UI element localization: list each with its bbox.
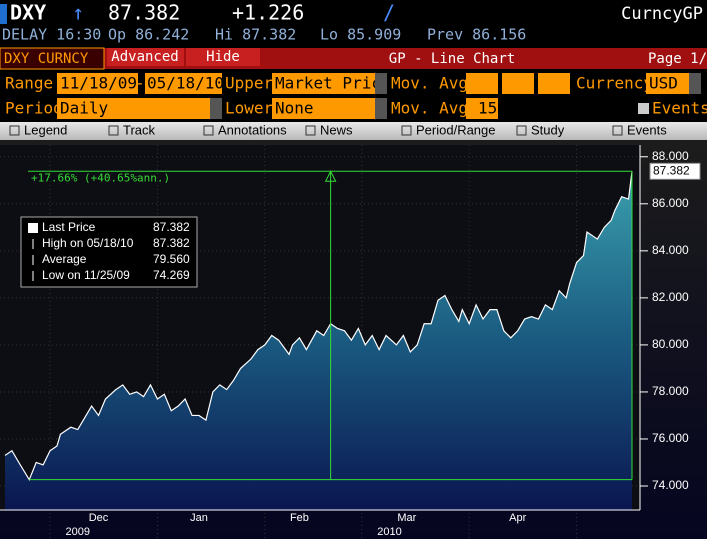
- legend-label: Last Price: [42, 220, 96, 234]
- x-tick-label: Feb: [290, 512, 309, 524]
- range-annotation: +17.66% (+40.65%ann.): [31, 171, 170, 184]
- arrow: ↑: [72, 1, 84, 25]
- y-tick-label: 80.000: [652, 337, 689, 351]
- tab-bar: [0, 48, 707, 69]
- toolbar-icon: [108, 125, 119, 136]
- start: 11/18/09: [60, 74, 137, 93]
- toolbar-button[interactable]: Annotations: [218, 122, 287, 137]
- y-tick-label: 84.000: [652, 243, 689, 257]
- change: +1.226: [232, 1, 304, 25]
- legend-value: 87.382: [153, 236, 190, 250]
- hide: Hide: [206, 49, 240, 65]
- legend-box: [20, 216, 198, 288]
- start-field[interactable]: [57, 73, 138, 94]
- currency: USD: [649, 74, 678, 93]
- screen-code: CurncyGP: [621, 4, 703, 24]
- screen-title: GP - Line Chart: [389, 51, 515, 67]
- range-label: Range: [5, 74, 53, 93]
- dropdown[interactable]: [375, 98, 387, 119]
- x-tick-label: Apr: [509, 512, 526, 524]
- legend-label: Low on 11/25/09: [42, 268, 130, 282]
- x-tick-label: Mar: [397, 512, 416, 524]
- area: [5, 171, 632, 511]
- y-tick-label: 76.000: [652, 431, 689, 445]
- last-price-tag: [649, 162, 701, 180]
- end: 05/18/10: [147, 74, 224, 93]
- delay: DELAY 16:30: [2, 26, 101, 44]
- legend-label: Average: [42, 252, 87, 266]
- legend-label: High on 05/18/10: [42, 236, 134, 250]
- y-tick-label: 82.000: [652, 290, 689, 304]
- dash: -: [135, 74, 145, 93]
- slash: /: [383, 1, 395, 25]
- x-tick-label: Dec: [89, 512, 109, 524]
- toolbar: [0, 122, 707, 140]
- toolbar-icon: [203, 125, 214, 136]
- toolbar-icon: [401, 125, 412, 136]
- dropdown[interactable]: [689, 73, 701, 94]
- period-field[interactable]: [57, 98, 222, 119]
- toolbar-icon: [9, 125, 20, 136]
- upper-label: Upper: [225, 74, 274, 93]
- toolbar-icon: [516, 125, 527, 136]
- year-label: 2009: [66, 526, 90, 538]
- mov-avg-field[interactable]: [466, 73, 498, 94]
- hide-tab[interactable]: [186, 48, 260, 66]
- mov-avg: 15: [478, 99, 497, 118]
- legend-value: 79.560: [153, 252, 190, 266]
- period: Daily: [60, 99, 109, 118]
- toolbar-button[interactable]: News: [320, 122, 353, 137]
- security: DXY CURNCY: [4, 51, 89, 67]
- currency-field[interactable]: [646, 73, 701, 94]
- legend-value: 87.382: [153, 220, 190, 234]
- security-tab[interactable]: [0, 47, 105, 70]
- dropdown[interactable]: [210, 98, 222, 119]
- y-tick-label: 78.000: [652, 384, 689, 398]
- last-price-label: 87.382: [653, 163, 690, 177]
- price: 87.382: [108, 1, 180, 25]
- mov-avgs-label: Mov. Avgs: [391, 74, 478, 93]
- lower: None: [275, 99, 314, 118]
- toolbar-button[interactable]: Legend: [24, 122, 67, 137]
- upper-field[interactable]: [272, 73, 387, 94]
- mov-avg-input[interactable]: [466, 98, 498, 119]
- events-checkbox[interactable]: [638, 103, 649, 114]
- toolbar-button[interactable]: Study: [531, 122, 565, 137]
- toolbar-button[interactable]: Track: [123, 122, 156, 137]
- legend-icon: [28, 223, 38, 233]
- period-label: Period: [5, 99, 63, 118]
- legend-value: 74.269: [153, 268, 190, 282]
- x-tick-label: Jan: [190, 512, 208, 524]
- toolbar-button[interactable]: Period/Range: [416, 122, 496, 137]
- end-field[interactable]: [145, 73, 222, 94]
- advanced: Advanced: [111, 49, 178, 65]
- upper: Market Price: [275, 74, 391, 93]
- high: Hi 87.382: [215, 26, 296, 44]
- range-arrow: [324, 170, 337, 182]
- prev: Prev 86.156: [427, 26, 526, 44]
- year-label: 2010: [377, 526, 401, 538]
- lower-field[interactable]: [272, 98, 387, 119]
- advanced-tab[interactable]: [107, 48, 184, 66]
- lower-label: Lower: [225, 99, 274, 118]
- mov-avg-label: Mov. Avg: [391, 99, 468, 118]
- mov-avg-field[interactable]: [502, 73, 534, 94]
- y-tick-label: 74.000: [652, 478, 689, 492]
- open: Op 86.242: [108, 26, 189, 44]
- ticker: DXY: [10, 1, 46, 25]
- currency-label: Currency: [576, 74, 653, 93]
- ticker-marker: [0, 4, 7, 24]
- toolbar-button[interactable]: Events: [627, 122, 667, 137]
- page-number: Page 1/4: [648, 51, 707, 67]
- y-tick-label: 86.000: [652, 196, 689, 210]
- dropdown[interactable]: [375, 73, 387, 94]
- mov-avg-field[interactable]: [538, 73, 570, 94]
- toolbar-icon: [305, 125, 316, 136]
- y-tick-label: 88.000: [652, 149, 689, 163]
- low: Lo 85.909: [320, 26, 401, 44]
- toolbar-icon: [612, 125, 623, 136]
- events-label: Events: [652, 99, 707, 118]
